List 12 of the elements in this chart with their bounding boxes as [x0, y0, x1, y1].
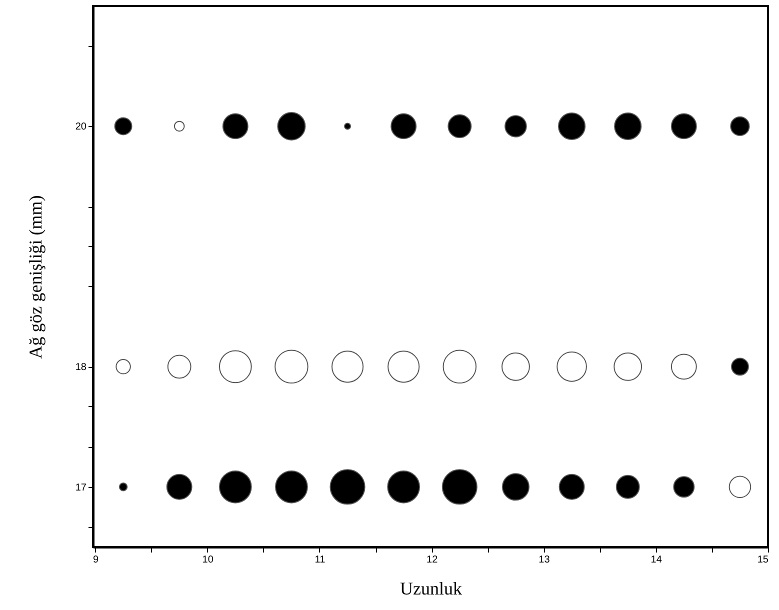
x-tick-label: 15	[757, 554, 769, 566]
x-axis-title: Uzunluk	[400, 578, 462, 598]
x-tick-label: 11	[314, 554, 326, 566]
x-tick-label: 12	[426, 554, 438, 566]
x-tick-label: 10	[202, 554, 214, 566]
y-tick-label: 17	[75, 482, 87, 494]
y-axis-title: Ağ göz genişliği (mm)	[25, 195, 46, 359]
y-tick-label: 18	[75, 362, 87, 374]
y-tick-label: 20	[75, 122, 87, 133]
x-tick-label: 9	[92, 554, 99, 566]
x-tick-label: 13	[538, 554, 550, 566]
x-tick-label: 14	[650, 554, 662, 566]
